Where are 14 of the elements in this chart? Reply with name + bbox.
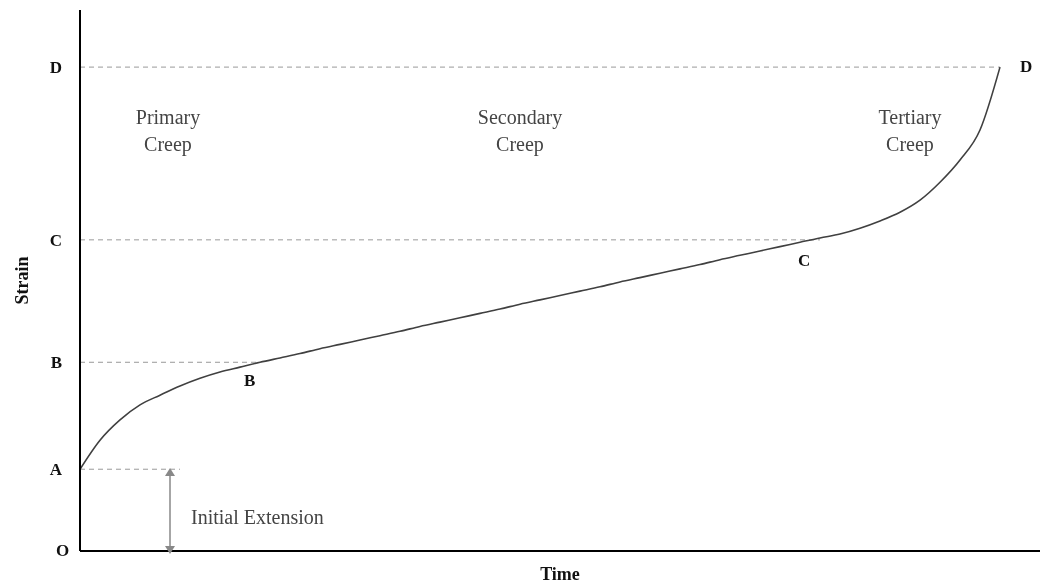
- annotation: C: [798, 250, 812, 272]
- ref-line-label: C: [49, 230, 62, 250]
- annotation: Initial Extension: [191, 505, 325, 530]
- annotation: Tertiary Creep: [877, 105, 943, 158]
- ref-line-label: A: [49, 460, 63, 480]
- annotation: Secondary Creep: [476, 105, 564, 158]
- x-axis-title: Time: [540, 564, 580, 584]
- ref-line-label: D: [49, 58, 62, 78]
- annotation: D: [1020, 56, 1034, 78]
- annotation: B: [244, 370, 257, 392]
- ref-line-label: B: [50, 353, 62, 373]
- annotation: Primary Creep: [134, 105, 202, 158]
- y-axis-title: Strain: [12, 256, 33, 305]
- text: O: [56, 540, 71, 562]
